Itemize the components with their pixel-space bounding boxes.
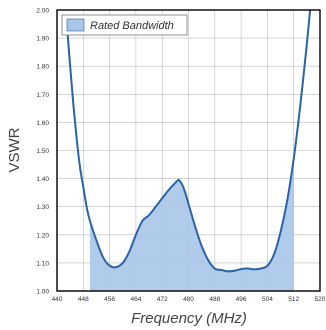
y-tick-label: 1.40 [36, 176, 49, 183]
x-tick-label: 488 [209, 296, 220, 303]
x-tick-label: 472 [157, 296, 168, 303]
legend-label: Rated Bandwidth [90, 20, 174, 32]
x-tick-label: 456 [104, 296, 115, 303]
legend-box [61, 14, 188, 36]
y-tick-label: 1.50 [36, 148, 49, 155]
x-tick-label: 480 [183, 296, 194, 303]
plot-border [56, 9, 321, 292]
y-tick-label: 1.00 [36, 289, 49, 296]
x-axis-label: Frequency (MHz) [131, 310, 247, 327]
x-tick-label: 440 [52, 296, 63, 303]
y-tick-label: 1.10 [36, 260, 49, 267]
y-tick-labels: 1.00 1.10 1.20 1.30 1.40 1.50 1.60 1.70 1.80 1.90… [36, 8, 49, 296]
legend: Rated Bandwidth [61, 14, 188, 36]
rated-bandwidth-area [89, 158, 294, 291]
x-tick-label: 496 [236, 296, 247, 303]
y-tick-label: 1.20 [36, 232, 49, 239]
x-tick-label: 464 [130, 296, 141, 303]
x-tick-label: 504 [262, 296, 273, 303]
y-axis-label: VSWR [6, 127, 23, 172]
y-tick-label: 1.80 [36, 64, 49, 71]
x-tick-label: 520 [315, 296, 326, 303]
x-tick-label: 512 [288, 296, 299, 303]
x-tick-labels: 440 448 456 464 472 480 488 496 504 512 520 [52, 296, 326, 303]
y-tick-label: 1.60 [36, 120, 49, 127]
y-tick-label: 1.30 [36, 204, 49, 211]
y-tick-label: 2.00 [36, 8, 49, 15]
x-tick-label: 448 [78, 296, 89, 303]
legend-swatch [66, 18, 85, 32]
y-tick-label: 1.90 [36, 36, 49, 43]
y-tick-label: 1.70 [36, 92, 49, 99]
vswr-curve [65, 9, 312, 273]
